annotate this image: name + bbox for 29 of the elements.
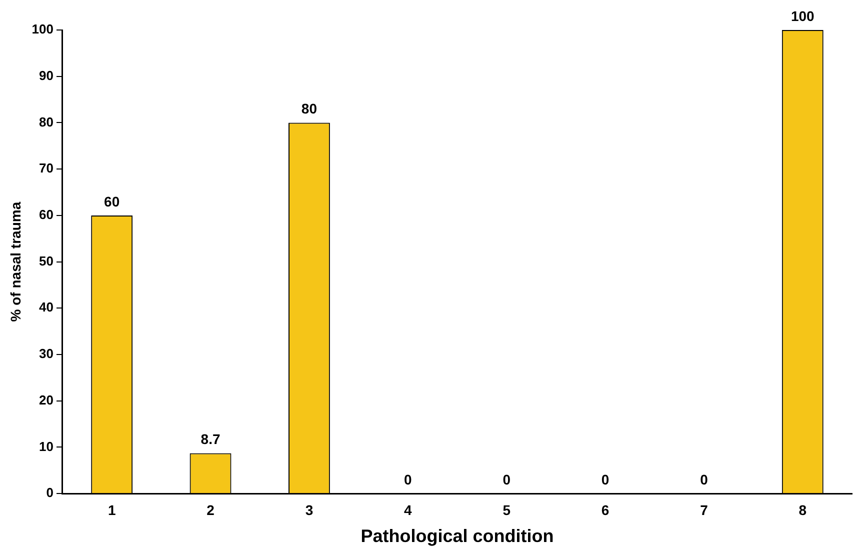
data-label: 100: [790, 8, 815, 24]
x-tick-label: 4: [404, 502, 412, 518]
x-tick-label: 3: [305, 502, 314, 518]
y-tick-label: 100: [32, 22, 54, 37]
data-label: 0: [404, 471, 412, 488]
x-tick-label: 8: [798, 502, 807, 518]
x-tick-label: 6: [601, 502, 610, 518]
data-label: 60: [104, 193, 120, 210]
data-label: 0: [700, 471, 708, 488]
y-axis-title: % of nasal trauma: [7, 202, 24, 322]
data-label: 80: [301, 100, 318, 117]
y-tick-label: 50: [39, 253, 54, 268]
y-tick-label: 40: [39, 300, 54, 315]
x-tick-label: 7: [700, 502, 708, 518]
y-tick-label: 10: [39, 438, 54, 454]
x-tick-label: 2: [206, 502, 215, 518]
y-tick-label: 90: [39, 68, 54, 83]
y-tick-label: 60: [39, 207, 54, 222]
y-tick-label: 20: [39, 392, 54, 408]
y-tick-label: 80: [39, 114, 54, 130]
y-tick-label: 0: [46, 485, 54, 500]
data-label: 0: [601, 471, 610, 488]
data-label: 0: [502, 471, 511, 488]
data-label: 8.7: [200, 431, 220, 448]
x-tick-label: 1: [108, 502, 116, 518]
x-tick-label: 5: [502, 502, 511, 518]
y-tick-label: 70: [39, 160, 54, 176]
y-tick-label: 30: [39, 346, 54, 362]
x-axis-title: Pathological condition: [360, 526, 554, 546]
